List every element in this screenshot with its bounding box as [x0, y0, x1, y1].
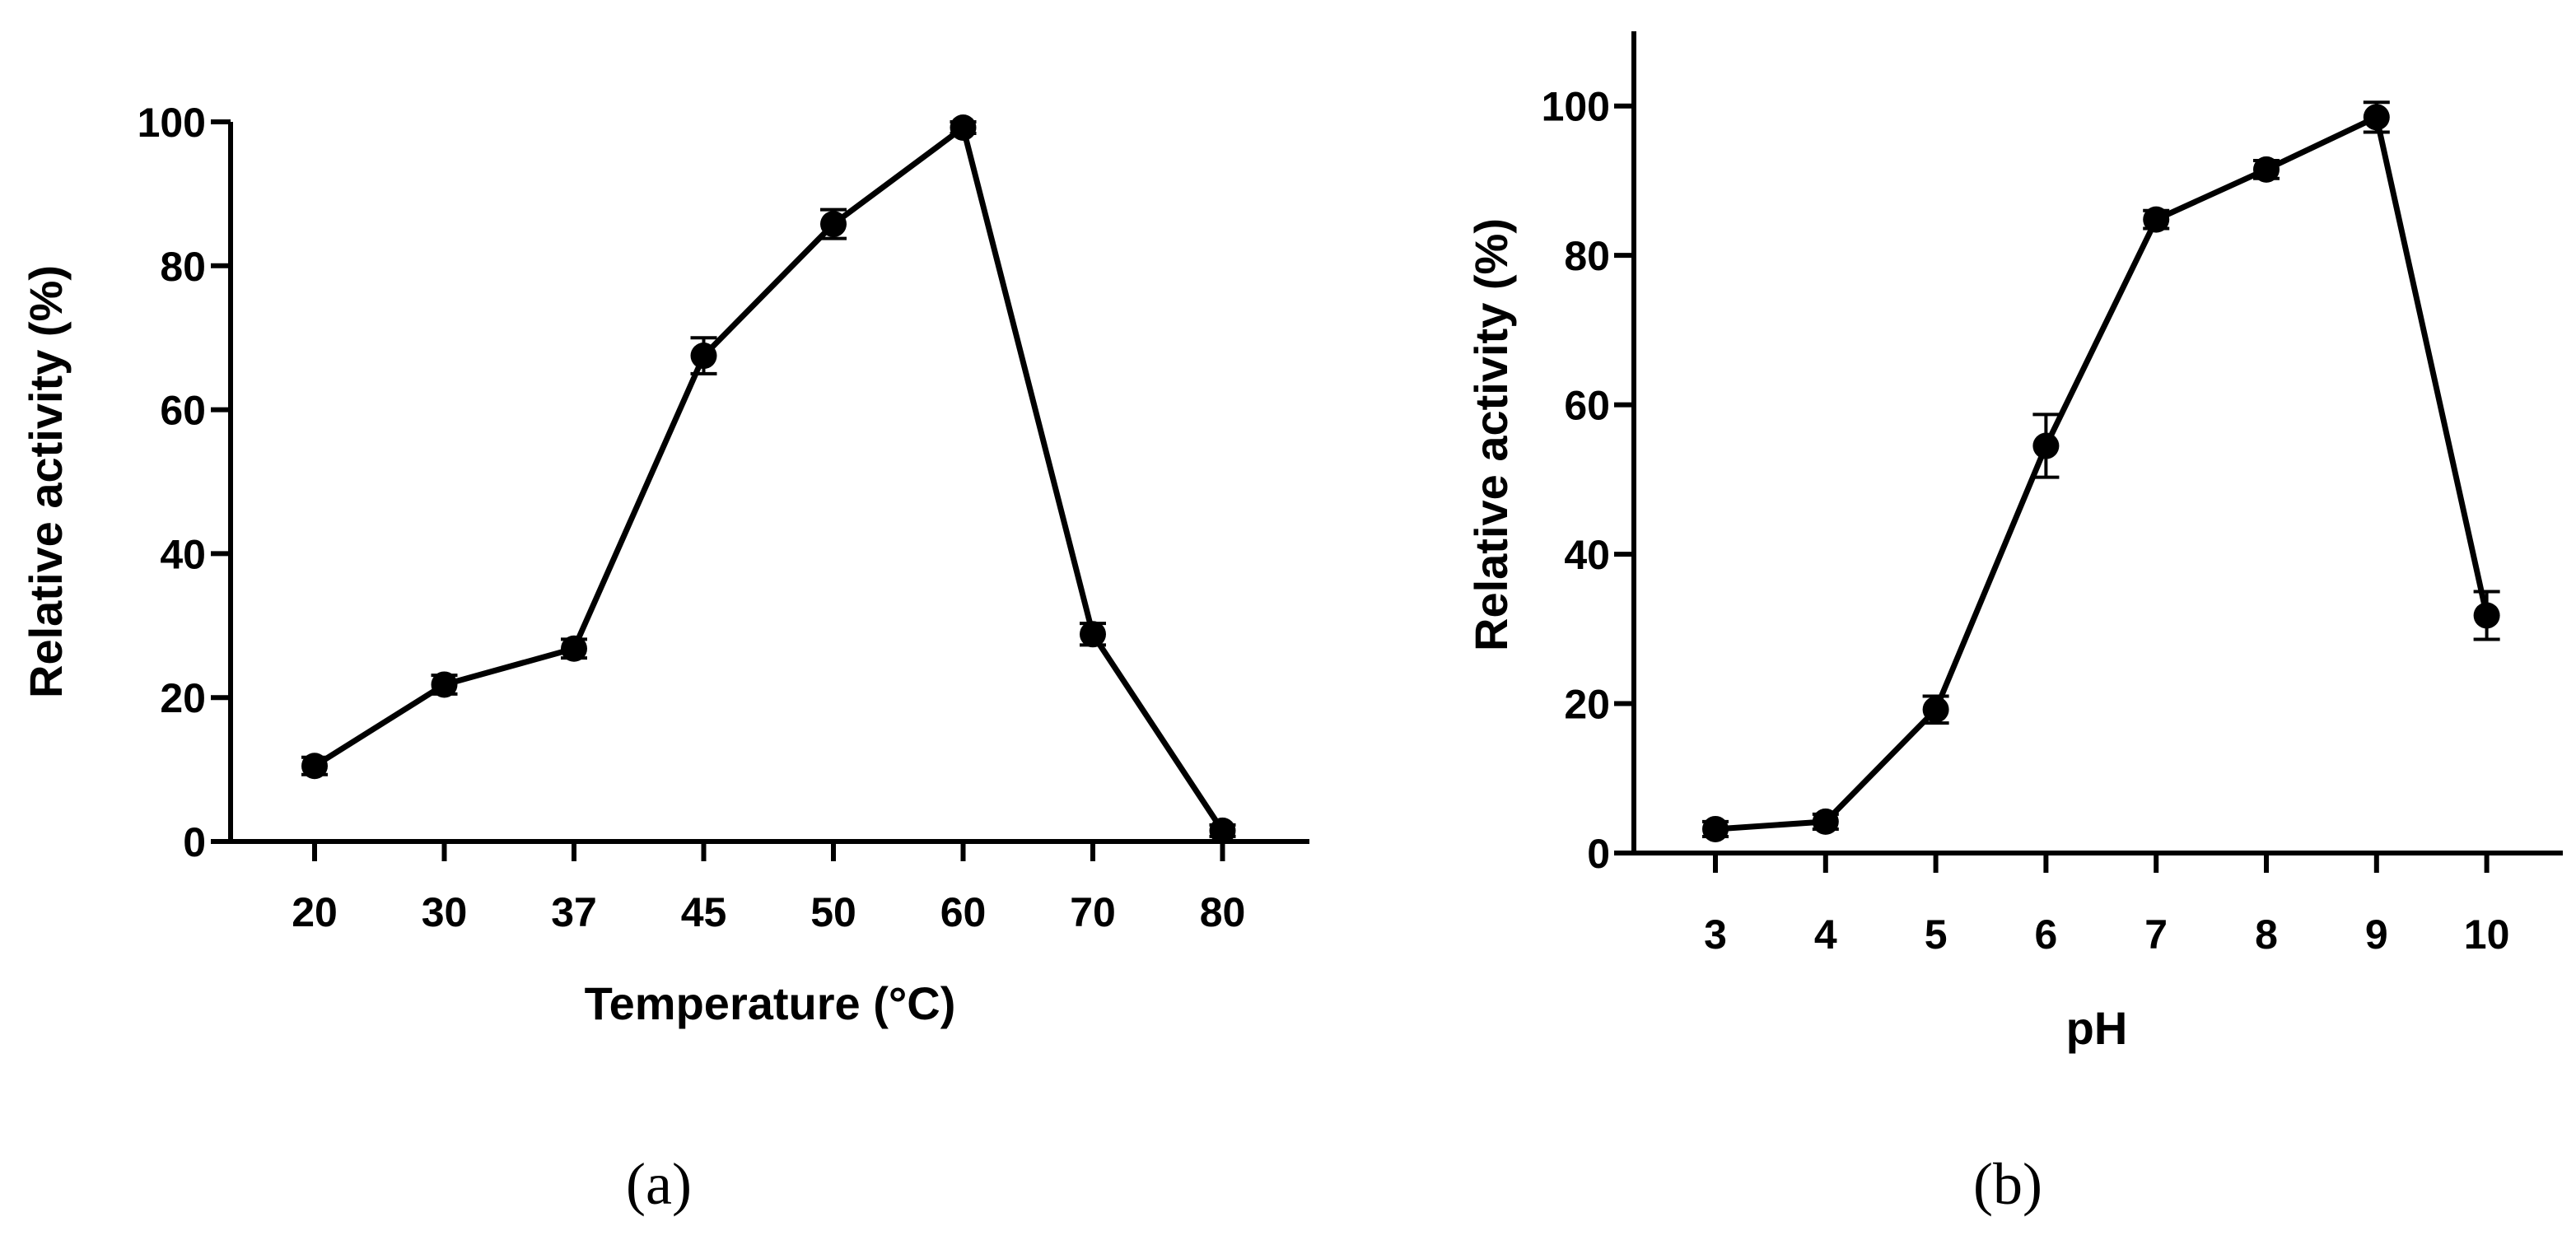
panel-b-x-tick-label: 7 [2144, 911, 2168, 958]
panel-b-y-axis-title: Relative activity (%) [1465, 218, 1517, 651]
panel-a-temperature-chart: 0 20 40 60 80 100 20 30 37 45 50 60 70 80 Temperatur… [20, 100, 1309, 1217]
panel-b-y-tick-label: 40 [1564, 532, 1610, 578]
panel-a-series [301, 114, 1236, 844]
panel-a-data-point [690, 343, 717, 370]
panel-b-x-tick-label: 8 [2255, 911, 2278, 958]
panel-a-x-ticks: 20 30 37 45 50 60 70 80 [292, 841, 1245, 935]
panel-b-x-tick-label: 4 [1814, 911, 1837, 958]
panel-a-y-tick-label: 100 [138, 100, 206, 146]
panel-a-x-tick-label: 37 [551, 889, 597, 935]
panel-a-data-point [820, 211, 847, 238]
panel-b-data-point [1812, 808, 1839, 835]
panel-b-data-point [2363, 104, 2390, 131]
panel-a-y-axis-title: Relative activity (%) [20, 265, 72, 698]
panel-a-data-point [1209, 817, 1236, 844]
panel-b-y-ticks: 0 20 40 60 80 100 [1542, 84, 1634, 877]
panel-a-y-tick-label: 40 [160, 531, 206, 577]
panel-a-y-tick-label: 20 [160, 675, 206, 721]
panel-a-data-point [1080, 621, 1106, 648]
panel-b-series-line [1715, 114, 2490, 832]
panel-b-data-point [1922, 696, 1949, 723]
panel-a-x-tick-label: 70 [1070, 889, 1116, 935]
panel-b-y-tick-label: 20 [1564, 682, 1610, 728]
panel-b-y-tick-label: 80 [1564, 233, 1610, 279]
panel-b-x-tick-label: 3 [1704, 911, 1727, 958]
panel-b-x-tick-label: 9 [2365, 911, 2388, 958]
panel-a-x-tick-label: 60 [940, 889, 987, 935]
panel-a-x-tick-label: 20 [292, 889, 338, 935]
panel-b-x-tick-label: 6 [2034, 911, 2057, 958]
panel-a-x-tick-label: 30 [422, 889, 468, 935]
panel-b-data-point [2473, 602, 2500, 629]
panel-b-y-tick-label: 0 [1587, 831, 1610, 877]
panel-a-y-tick-label: 60 [160, 388, 206, 434]
panel-a-x-tick-label: 45 [681, 889, 727, 935]
panel-a-label: (a) [626, 1151, 692, 1217]
panel-b-data-point [2253, 156, 2280, 183]
panel-b-data-point [1702, 815, 1729, 842]
panel-a-x-tick-label: 80 [1200, 889, 1246, 935]
panel-b-label: (b) [1973, 1151, 2042, 1217]
panel-a-x-axis-title: Temperature (°C) [585, 977, 956, 1029]
panel-b-series [1702, 100, 2500, 842]
panel-b-ph-chart: 0 20 40 60 80 100 3 4 5 6 7 8 9 10 pH Relative activ… [1465, 31, 2563, 1217]
panel-b-y-tick-label: 100 [1542, 84, 1610, 130]
panel-a-x-tick-label: 50 [810, 889, 856, 935]
panel-a-y-ticks: 0 20 40 60 80 100 [138, 100, 231, 865]
panel-a-series-line [313, 124, 1225, 832]
panel-a-y-tick-label: 0 [183, 819, 206, 865]
panel-b-data-point [2143, 206, 2170, 233]
panel-b-data-point [2032, 432, 2060, 459]
panel-a-data-point [301, 753, 328, 780]
panel-b-x-axis-title: pH [2066, 1002, 2128, 1054]
panel-b-y-tick-label: 60 [1564, 383, 1610, 429]
panel-b-x-tick-label: 5 [1925, 911, 1948, 958]
panel-a-data-point [431, 671, 458, 698]
panel-a-y-tick-label: 80 [160, 244, 206, 290]
panel-a-data-point [950, 114, 977, 141]
panel-a-data-point [561, 635, 587, 662]
panel-b-x-tick-label: 10 [2464, 911, 2510, 958]
panel-b-x-ticks: 3 4 5 6 7 8 9 10 [1704, 853, 2509, 958]
